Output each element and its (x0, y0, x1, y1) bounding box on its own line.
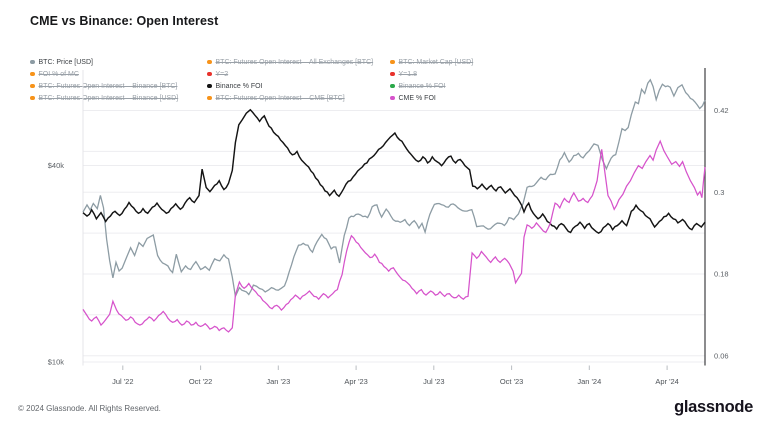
legend-dot-icon (30, 59, 35, 65)
legend-item[interactable]: BTC: Futures Open Interest – CME [BTC] (207, 93, 345, 103)
legend-item-label: Binance % FOI (398, 82, 446, 90)
legend-item[interactable]: BTC: Price [USD] (30, 57, 93, 67)
legend-dot-icon (207, 95, 212, 101)
legend-item-label: FOI % of MC (38, 70, 79, 78)
right-axis-label: 0.3 (714, 188, 724, 197)
legend-item-label: BTC: Price [USD] (38, 58, 93, 66)
legend-item[interactable]: BTC: Futures Open Interest – Binance [US… (30, 93, 178, 103)
legend-dot-icon (390, 71, 395, 77)
legend-dot-icon (207, 83, 212, 89)
glassnode-logo: glassnode (674, 398, 753, 416)
legend-item[interactable]: CME % FOI (390, 93, 436, 103)
left-axis-label: $40k (48, 161, 65, 170)
legend-item[interactable]: Binance % FOI (207, 81, 263, 91)
legend-item-label: Y=2 (215, 70, 229, 78)
x-axis-label: Oct '22 (189, 377, 213, 386)
series-line-cme-foi (82, 139, 706, 333)
x-axis-label: Jan '24 (577, 377, 601, 386)
series-line-binance-foi (82, 108, 706, 234)
legend-dot-icon (390, 59, 395, 65)
x-axis-label: Oct '23 (500, 377, 524, 386)
legend-item-label: BTC: Market Cap [USD] (398, 58, 474, 66)
legend-dot-icon (390, 83, 395, 89)
left-axis-label: $10k (48, 358, 65, 367)
page-title: CME vs Binance: Open Interest (30, 14, 219, 28)
x-axis-label: Apr '23 (344, 377, 368, 386)
series-line-btc-price-usd- (82, 78, 706, 299)
x-axis-label: Apr '24 (655, 377, 679, 386)
legend-dot-icon (207, 71, 212, 77)
legend-item[interactable]: FOI % of MC (30, 69, 79, 79)
right-axis-label: 0.42 (714, 106, 729, 115)
legend-item-label: BTC: Futures Open Interest – Binance [BT… (38, 82, 178, 90)
x-axis-label: Jan '23 (266, 377, 290, 386)
right-axis-label: 0.18 (714, 270, 729, 279)
right-axis-label: 0.06 (714, 351, 729, 360)
legend-dot-icon (30, 95, 35, 101)
legend-item-label: BTC: Futures Open Interest – Binance [US… (38, 94, 179, 102)
legend-item-label: BTC: Futures Open Interest – All Exchang… (215, 58, 374, 66)
legend-item-label: BTC: Futures Open Interest – CME [BTC] (215, 94, 345, 102)
legend-item[interactable]: Y=1.8 (390, 69, 417, 79)
legend-item-label: Y=1.8 (398, 70, 418, 78)
legend-item[interactable]: Binance % FOI (390, 81, 446, 91)
x-axis-label: Jul '22 (112, 377, 133, 386)
legend-dot-icon (30, 83, 35, 89)
copyright-text: © 2024 Glassnode. All Rights Reserved. (18, 404, 161, 413)
legend-dot-icon (30, 71, 35, 77)
legend-item[interactable]: BTC: Futures Open Interest – All Exchang… (207, 57, 373, 67)
legend-dot-icon (390, 95, 395, 101)
legend-item[interactable]: BTC: Futures Open Interest – Binance [BT… (30, 81, 177, 91)
legend-item[interactable]: BTC: Market Cap [USD] (390, 57, 473, 67)
legend-item[interactable]: Y=2 (207, 69, 228, 79)
legend-item-label: Binance % FOI (215, 82, 263, 90)
legend-dot-icon (207, 59, 212, 65)
x-axis-label: Jul '23 (423, 377, 444, 386)
legend-item-label: CME % FOI (398, 94, 436, 102)
